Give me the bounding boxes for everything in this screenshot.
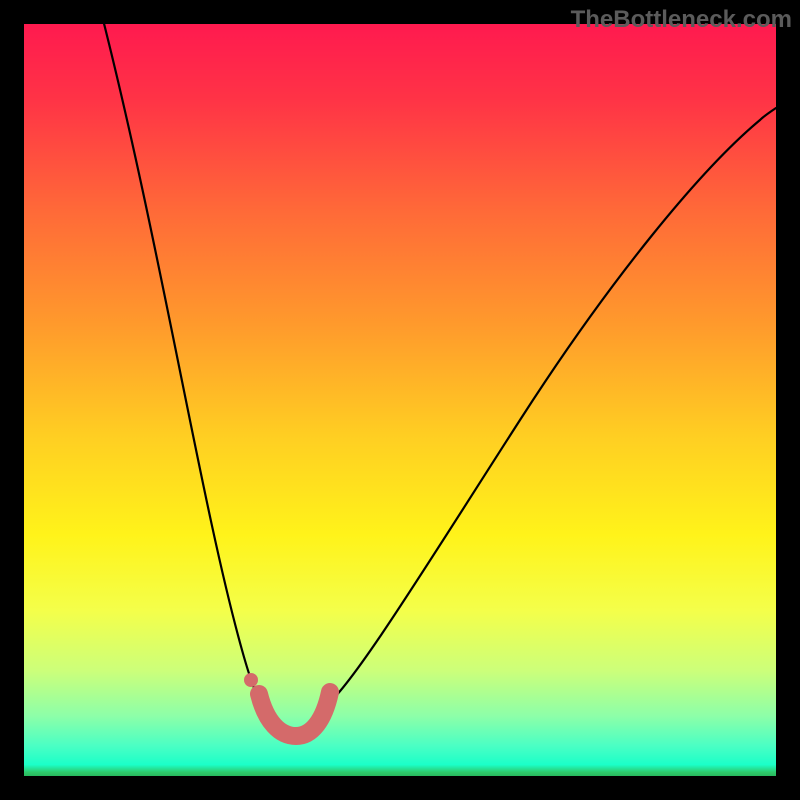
trough-dot-right [325, 687, 335, 697]
watermark-text: TheBottleneck.com [571, 6, 792, 34]
chart-svg [0, 0, 800, 800]
chart-canvas: TheBottleneck.com [0, 0, 800, 800]
plot-area [24, 24, 776, 776]
trough-dot-left [244, 673, 258, 687]
